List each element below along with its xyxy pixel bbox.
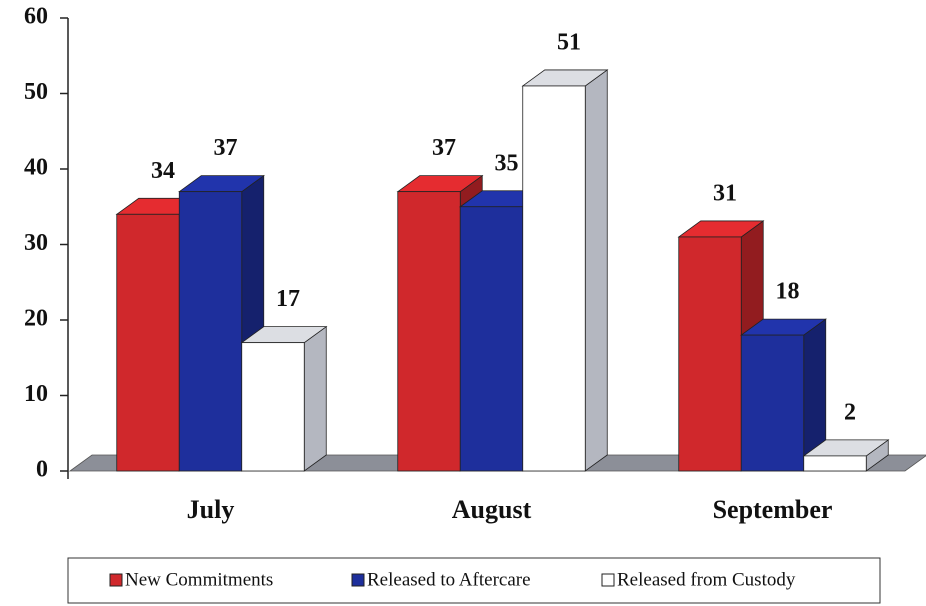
bar-face xyxy=(678,236,742,472)
bar xyxy=(240,325,328,472)
bar-face xyxy=(740,334,805,472)
x-tick-label: September xyxy=(713,495,833,524)
bar-face xyxy=(803,455,867,472)
bar-face xyxy=(116,213,180,472)
bar-face xyxy=(303,325,327,472)
bar-face xyxy=(241,342,305,472)
legend-swatch xyxy=(109,573,123,587)
value-label: 35 xyxy=(495,150,519,176)
value-label: 37 xyxy=(214,135,238,161)
bar-face xyxy=(397,191,461,472)
legend-label: Released from Custody xyxy=(617,569,796,590)
value-label: 31 xyxy=(713,180,737,206)
value-label: 2 xyxy=(844,399,856,425)
legend-label: New Commitments xyxy=(125,569,273,590)
y-tick-label: 60 xyxy=(24,4,48,30)
legend-label: Released to Aftercare xyxy=(367,569,531,590)
value-label: 18 xyxy=(776,279,800,305)
y-tick-label: 20 xyxy=(24,306,48,332)
bar-face xyxy=(178,191,243,472)
y-tick-label: 50 xyxy=(24,79,48,105)
value-label: 51 xyxy=(557,29,581,55)
y-tick-label: 10 xyxy=(24,381,48,407)
value-label: 37 xyxy=(432,135,456,161)
bar xyxy=(740,318,827,472)
bar-face xyxy=(584,69,608,472)
legend-swatch xyxy=(351,573,365,587)
bar xyxy=(521,69,609,472)
x-tick-label: August xyxy=(452,495,532,524)
value-label: 34 xyxy=(151,158,175,184)
y-tick-label: 40 xyxy=(24,155,48,181)
bar-face xyxy=(522,85,586,472)
legend-swatch xyxy=(601,573,615,587)
bar xyxy=(802,439,890,472)
value-label: 17 xyxy=(276,286,300,312)
y-tick-label: 0 xyxy=(36,457,48,483)
bar xyxy=(178,174,265,472)
y-tick-label: 30 xyxy=(24,230,48,256)
bar-face xyxy=(459,206,524,472)
x-tick-label: July xyxy=(187,495,235,524)
legend-box xyxy=(67,557,881,604)
